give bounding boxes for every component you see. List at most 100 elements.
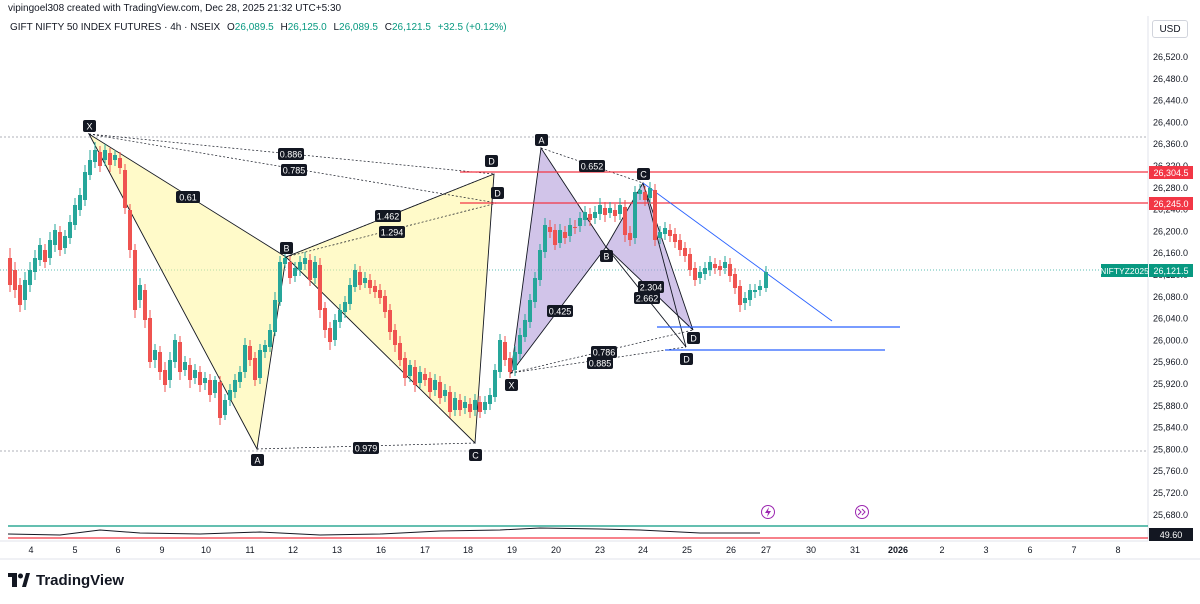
candle-up[interactable]: [498, 340, 502, 372]
candle-up[interactable]: [453, 398, 457, 410]
candle-up[interactable]: [223, 400, 227, 415]
candle-down[interactable]: [108, 153, 112, 165]
candle-up[interactable]: [633, 192, 637, 238]
candle-down[interactable]: [188, 365, 192, 380]
candle-up[interactable]: [33, 258, 37, 272]
candle-down[interactable]: [413, 367, 417, 385]
candle-down[interactable]: [728, 264, 732, 276]
candle-down[interactable]: [178, 342, 182, 372]
candle-up[interactable]: [293, 268, 297, 276]
candle-down[interactable]: [688, 254, 692, 270]
candle-down[interactable]: [643, 192, 647, 200]
candle-up[interactable]: [538, 250, 542, 280]
candle-up[interactable]: [28, 270, 32, 285]
candle-up[interactable]: [343, 302, 347, 312]
candle-up[interactable]: [723, 262, 727, 268]
candle-up[interactable]: [473, 400, 477, 410]
candle-up[interactable]: [513, 352, 517, 370]
candle-down[interactable]: [308, 260, 312, 280]
candle-up[interactable]: [53, 230, 57, 245]
candle-up[interactable]: [303, 258, 307, 264]
candle-down[interactable]: [458, 400, 462, 410]
candle-up[interactable]: [83, 172, 87, 200]
candle-up[interactable]: [213, 380, 217, 393]
candle-down[interactable]: [678, 240, 682, 250]
candle-up[interactable]: [748, 290, 752, 300]
candle-up[interactable]: [533, 278, 537, 302]
candle-down[interactable]: [248, 346, 252, 360]
candle-down[interactable]: [318, 265, 322, 310]
candle-down[interactable]: [718, 266, 722, 270]
candle-up[interactable]: [638, 190, 642, 194]
candle-down[interactable]: [328, 328, 332, 342]
candle-up[interactable]: [418, 372, 422, 383]
candle-down[interactable]: [553, 230, 557, 245]
candle-down[interactable]: [403, 358, 407, 378]
candle-down[interactable]: [673, 234, 677, 242]
candle-up[interactable]: [528, 300, 532, 322]
candle-up[interactable]: [523, 320, 527, 337]
candle-down[interactable]: [438, 382, 442, 398]
candle-up[interactable]: [648, 188, 652, 198]
candle-up[interactable]: [338, 310, 342, 322]
candle-up[interactable]: [493, 370, 497, 397]
candle-up[interactable]: [743, 298, 747, 303]
candle-up[interactable]: [73, 205, 77, 225]
candle-down[interactable]: [143, 290, 147, 320]
candle-down[interactable]: [8, 258, 12, 285]
candle-up[interactable]: [23, 280, 27, 300]
candle-down[interactable]: [603, 208, 607, 215]
candle-up[interactable]: [313, 262, 317, 278]
candle-up[interactable]: [38, 245, 42, 260]
candle-up[interactable]: [583, 212, 587, 220]
candle-up[interactable]: [258, 350, 262, 378]
candle-down[interactable]: [208, 380, 212, 395]
candle-down[interactable]: [738, 286, 742, 305]
candle-down[interactable]: [383, 296, 387, 312]
candle-down[interactable]: [398, 343, 402, 360]
candle-up[interactable]: [88, 160, 92, 175]
candle-up[interactable]: [708, 262, 712, 270]
currency-button[interactable]: USD: [1152, 20, 1188, 38]
candle-down[interactable]: [478, 402, 482, 412]
candle-down[interactable]: [133, 250, 137, 310]
candle-down[interactable]: [468, 404, 472, 412]
candle-up[interactable]: [283, 258, 287, 264]
candle-up[interactable]: [263, 345, 267, 352]
candle-down[interactable]: [573, 227, 577, 228]
price-axis[interactable]: 26,520.0 26,480.0 26,440.0 26,400.0 26,360.0…: [1153, 52, 1188, 520]
candle-up[interactable]: [663, 228, 667, 234]
candle-up[interactable]: [764, 272, 768, 288]
candle-down[interactable]: [623, 207, 627, 235]
candle-up[interactable]: [243, 345, 247, 372]
symbol-name[interactable]: GIFT NIFTY 50 INDEX FUTURES · 4h · NSEIX: [10, 22, 221, 33]
candle-up[interactable]: [78, 195, 82, 210]
candle-up[interactable]: [753, 290, 757, 292]
trend-line[interactable]: [642, 182, 833, 322]
candle-down[interactable]: [563, 232, 567, 238]
candle-down[interactable]: [733, 274, 737, 288]
candle-down[interactable]: [373, 286, 377, 292]
candle-down[interactable]: [123, 170, 127, 208]
candle-down[interactable]: [43, 250, 47, 262]
candle-down[interactable]: [428, 378, 432, 392]
candle-down[interactable]: [378, 290, 382, 298]
candle-down[interactable]: [588, 214, 592, 220]
candle-down[interactable]: [628, 233, 632, 240]
candle-down[interactable]: [713, 264, 717, 268]
candle-up[interactable]: [568, 225, 572, 236]
candle-up[interactable]: [483, 402, 487, 410]
symbol-legend[interactable]: GIFT NIFTY 50 INDEX FUTURES · 4h · NSEIX…: [10, 22, 507, 33]
candle-down[interactable]: [368, 280, 372, 288]
indicator-pane[interactable]: 49.60: [7, 525, 1193, 541]
candle-up[interactable]: [698, 272, 702, 278]
candle-up[interactable]: [443, 390, 447, 396]
candle-up[interactable]: [193, 370, 197, 378]
candle-up[interactable]: [103, 150, 107, 160]
candle-down[interactable]: [423, 374, 427, 380]
pattern1-xab[interactable]: [87, 132, 287, 451]
tradingview-logo[interactable]: TradingView: [8, 571, 124, 589]
candle-up[interactable]: [168, 360, 172, 380]
candle-down[interactable]: [683, 248, 687, 256]
